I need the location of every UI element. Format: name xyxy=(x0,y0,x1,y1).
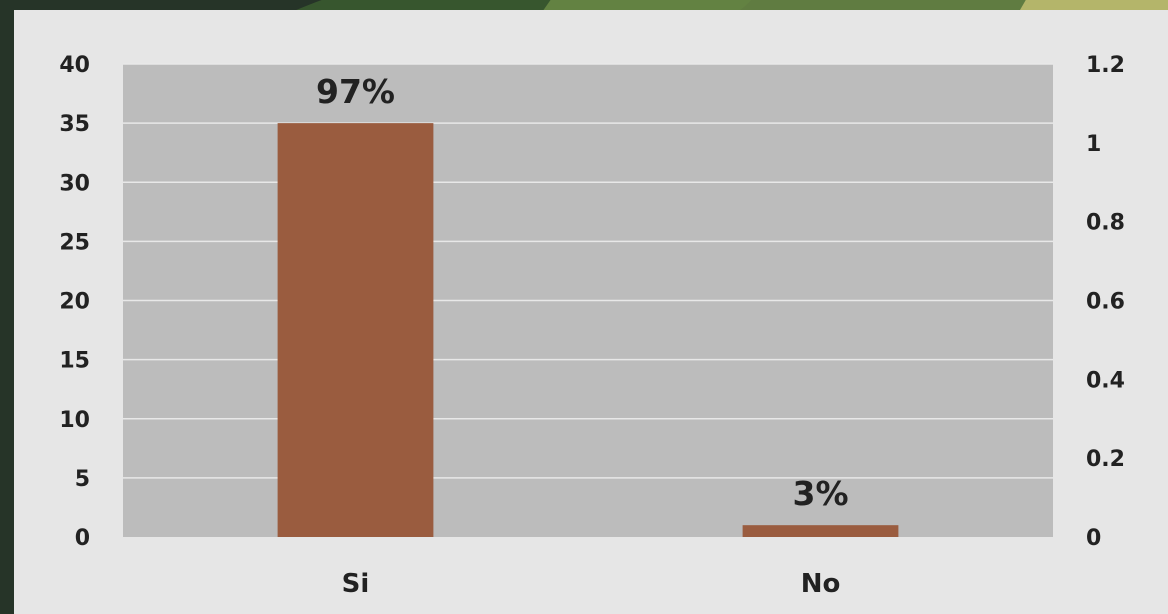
y-tick-label: 0 xyxy=(75,526,90,551)
y-tick-label: 25 xyxy=(59,230,90,255)
x-axis: Si No xyxy=(342,569,841,599)
y-tick-label: 30 xyxy=(59,171,90,196)
data-labels: 97% 3% xyxy=(316,72,849,513)
bars xyxy=(277,123,899,537)
bar xyxy=(742,525,899,537)
y-tick-label: 5 xyxy=(75,467,90,492)
x-tick-label: Si xyxy=(342,569,370,599)
y-tick-label: 20 xyxy=(59,290,90,315)
y2-tick-label: 1 xyxy=(1086,132,1101,157)
y-axis-left: 0 5 10 15 20 25 30 35 40 xyxy=(59,53,90,551)
y2-tick-label: 1.2 xyxy=(1086,53,1125,78)
y2-tick-label: 0.4 xyxy=(1086,368,1125,393)
y-axis-right: 0 0.2 0.4 0.6 0.8 1 1.2 xyxy=(1086,53,1125,551)
y2-tick-label: 0.8 xyxy=(1086,211,1125,236)
y2-tick-label: 0.6 xyxy=(1086,290,1125,315)
x-tick-label: No xyxy=(801,569,841,599)
data-label: 3% xyxy=(792,474,848,513)
y-tick-label: 10 xyxy=(59,408,90,433)
y2-tick-label: 0 xyxy=(1086,526,1101,551)
bar xyxy=(277,123,434,537)
y-tick-label: 15 xyxy=(59,349,90,374)
y2-tick-label: 0.2 xyxy=(1086,447,1125,472)
data-label: 97% xyxy=(316,72,395,111)
y-tick-label: 35 xyxy=(59,112,90,137)
y-tick-label: 40 xyxy=(59,53,90,78)
